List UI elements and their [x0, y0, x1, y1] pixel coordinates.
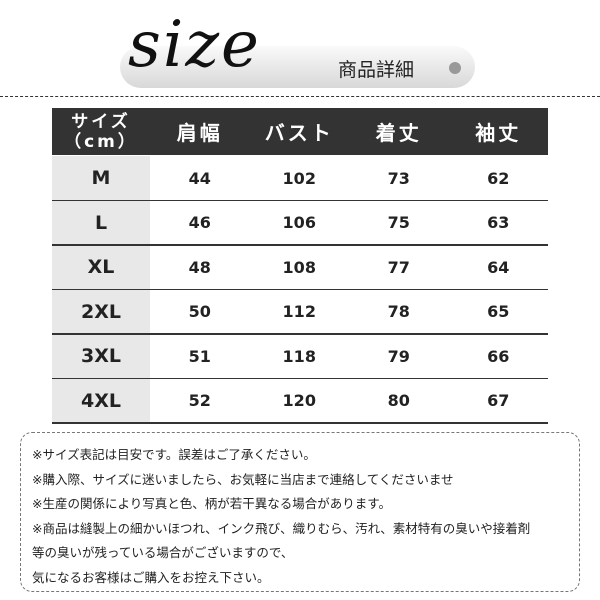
- table-cell: 75: [387, 213, 410, 233]
- column-header: 肩幅: [176, 121, 223, 145]
- size-label: 2XL: [81, 300, 121, 323]
- table-cell: 44: [188, 168, 211, 188]
- column-header: バスト: [264, 121, 334, 145]
- table-cell: 79: [387, 346, 410, 366]
- corner-text: サイズ: [71, 111, 131, 132]
- column-header: 着丈: [375, 121, 422, 145]
- note-line: ※生産の関係により写真と色、柄が若干異なる場合があります。: [32, 496, 391, 511]
- table-cell: 77: [387, 257, 410, 277]
- corner-text: （cm）: [64, 131, 138, 152]
- notes-box: [20, 432, 580, 592]
- table-cell: 108: [282, 257, 316, 277]
- table-cell: 102: [282, 168, 316, 188]
- header-row: [52, 108, 548, 155]
- dot: [449, 62, 461, 74]
- table-cell: 63: [487, 213, 510, 233]
- divider: [0, 96, 600, 97]
- table-cell: 80: [387, 391, 410, 411]
- table-cell: 65: [487, 302, 510, 322]
- table-cell: 106: [282, 213, 316, 233]
- note-line: ※サイズ表記は目安です。誤差はご了承ください。: [32, 447, 316, 462]
- table-cell: 46: [188, 213, 211, 233]
- table-cell: 64: [487, 257, 510, 277]
- note-line: 気になるお客様はご購入をお控え下さい。: [32, 569, 270, 585]
- table-cell: 52: [188, 391, 211, 411]
- row-border: [52, 333, 548, 335]
- column-header: 袖丈: [475, 121, 522, 145]
- table-cell: 118: [282, 346, 316, 366]
- row-border: [52, 288, 548, 290]
- size-label: L: [94, 211, 108, 234]
- size-label: M: [91, 167, 111, 190]
- title: size: [128, 8, 261, 82]
- row-border: [52, 377, 548, 379]
- table-cell: 112: [282, 302, 316, 322]
- row-border: [52, 244, 548, 246]
- table-cell: 78: [387, 302, 410, 322]
- subtitle: 商品詳細: [338, 59, 415, 81]
- note-line: ※購入際、サイズに迷いましたら、お気軽に当店まで連絡してくださいませ: [32, 471, 454, 487]
- table-cell: 120: [282, 391, 316, 411]
- table-cell: 48: [188, 257, 211, 277]
- size-label: 4XL: [81, 389, 121, 412]
- table-cell: 66: [487, 346, 510, 366]
- note-line: ※商品は縫製上の細かいほつれ、インク飛び、織りむら、汚れ、素材特有の臭いや接着剤: [32, 520, 531, 536]
- table-cell: 50: [188, 302, 211, 322]
- table-cell: 73: [387, 168, 410, 188]
- corner-cell: サイズ （cm）: [52, 108, 150, 155]
- row-border: [52, 422, 548, 424]
- note-line: 等の臭いが残っている場合がございますので、: [32, 545, 294, 560]
- table-cell: 62: [487, 168, 510, 188]
- title-bar: [120, 46, 475, 88]
- size-label: XL: [87, 256, 115, 279]
- table-cell: 51: [188, 346, 211, 366]
- row-border: [52, 199, 548, 201]
- size-label: 3XL: [81, 345, 121, 368]
- table-cell: 67: [487, 391, 510, 411]
